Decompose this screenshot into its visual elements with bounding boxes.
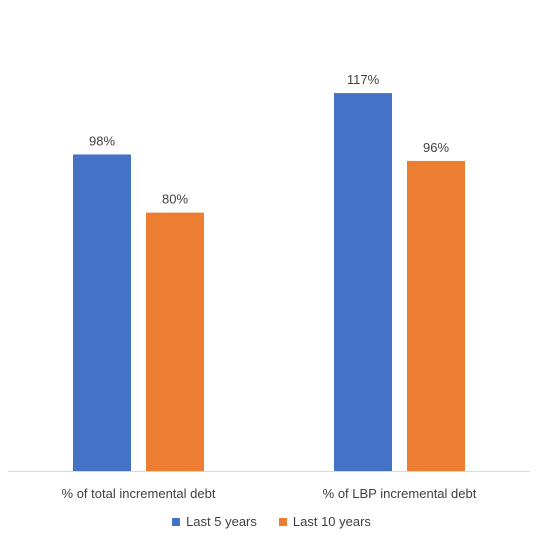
category-label-1: % of LBP incremental debt xyxy=(323,486,477,501)
legend-swatch-last-10-years xyxy=(278,517,287,526)
bar-0-1 xyxy=(146,212,204,471)
bars-group xyxy=(73,93,465,472)
legend-label-last-5-years: Last 5 years xyxy=(186,514,257,529)
data-label-0-1: 80% xyxy=(162,192,188,207)
data-label-0-0: 98% xyxy=(89,133,115,148)
data-labels-group: 98% 80% 117% 96% xyxy=(89,72,449,207)
legend-item-last-5-years: Last 5 years xyxy=(172,514,257,529)
category-label-0: % of total incremental debt xyxy=(62,486,216,501)
legend: Last 5 years Last 10 years xyxy=(0,514,543,529)
bar-0-0 xyxy=(73,154,131,471)
category-labels-group: % of total incremental debt % of LBP incr… xyxy=(62,486,477,501)
data-label-1-0: 117% xyxy=(347,72,380,87)
bar-1-0 xyxy=(334,93,392,471)
legend-label-last-10-years: Last 10 years xyxy=(292,514,371,529)
bar-1-1 xyxy=(407,160,465,472)
data-label-1-1: 96% xyxy=(423,140,449,155)
legend-item-last-10-years: Last 10 years xyxy=(278,514,371,529)
legend-swatch-last-5-years xyxy=(172,517,181,526)
